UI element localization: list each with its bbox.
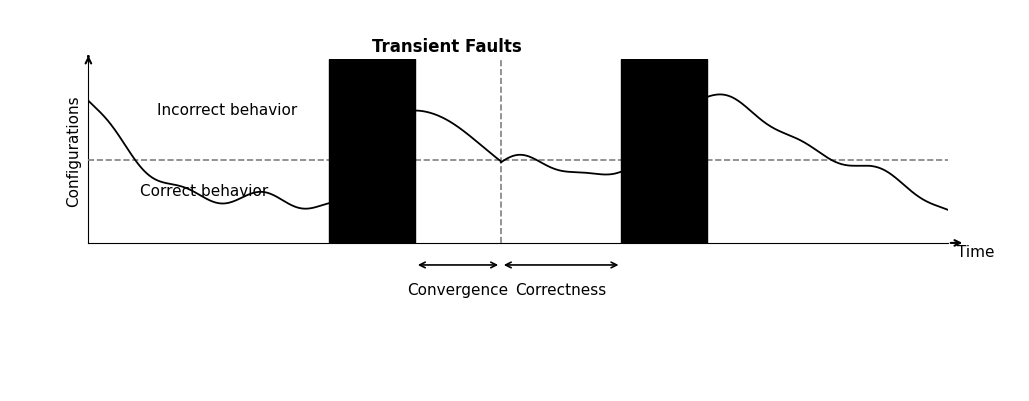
Text: Correctness: Correctness (516, 284, 607, 298)
Text: Incorrect behavior: Incorrect behavior (157, 103, 297, 118)
Text: Transient Faults: Transient Faults (372, 38, 522, 56)
Bar (622, 59, 707, 243)
Bar (329, 59, 415, 243)
Text: Time: Time (957, 245, 994, 259)
Y-axis label: Configurations: Configurations (67, 95, 81, 207)
Text: Correct behavior: Correct behavior (140, 184, 269, 199)
Text: Convergence: Convergence (407, 284, 508, 298)
